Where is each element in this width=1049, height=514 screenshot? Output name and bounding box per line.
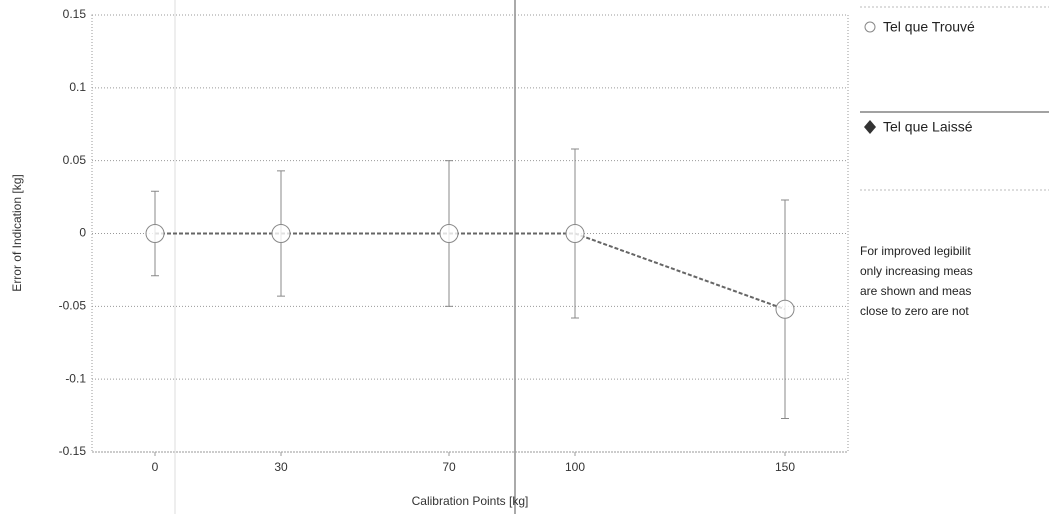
legend-label: Tel que Trouvé	[883, 19, 975, 35]
x-tick-label: 100	[565, 460, 585, 474]
y-tick-label: 0	[79, 226, 86, 240]
series-line	[155, 232, 786, 311]
point	[565, 224, 585, 243]
point	[439, 224, 459, 243]
y-tick-label: -0.05	[59, 299, 87, 313]
y-tick-label: 0.1	[69, 80, 86, 94]
point	[271, 224, 291, 243]
note-line: close to zero are not	[860, 304, 969, 318]
x-tick-label: 0	[152, 460, 159, 474]
y-tick-label: -0.1	[65, 371, 86, 385]
y-tick-label: 0.15	[63, 7, 87, 21]
x-axis-label: Calibration Points [kg]	[412, 494, 529, 508]
legend-marker	[864, 21, 876, 33]
note-line: For improved legibilit	[860, 244, 971, 258]
legend-marker	[864, 120, 876, 134]
x-tick-label: 30	[274, 460, 288, 474]
x-tick-label: 150	[775, 460, 795, 474]
y-tick-label: -0.15	[59, 444, 87, 458]
note-line: are shown and meas	[860, 284, 971, 298]
legend-label: Tel que Laissé	[883, 119, 973, 135]
point	[145, 224, 165, 243]
y-axis-label: Error of Indication [kg]	[10, 174, 24, 291]
y-tick-label: 0.05	[63, 153, 87, 167]
note-line: only increasing meas	[860, 264, 973, 278]
x-tick-label: 70	[442, 460, 456, 474]
point	[775, 299, 795, 319]
